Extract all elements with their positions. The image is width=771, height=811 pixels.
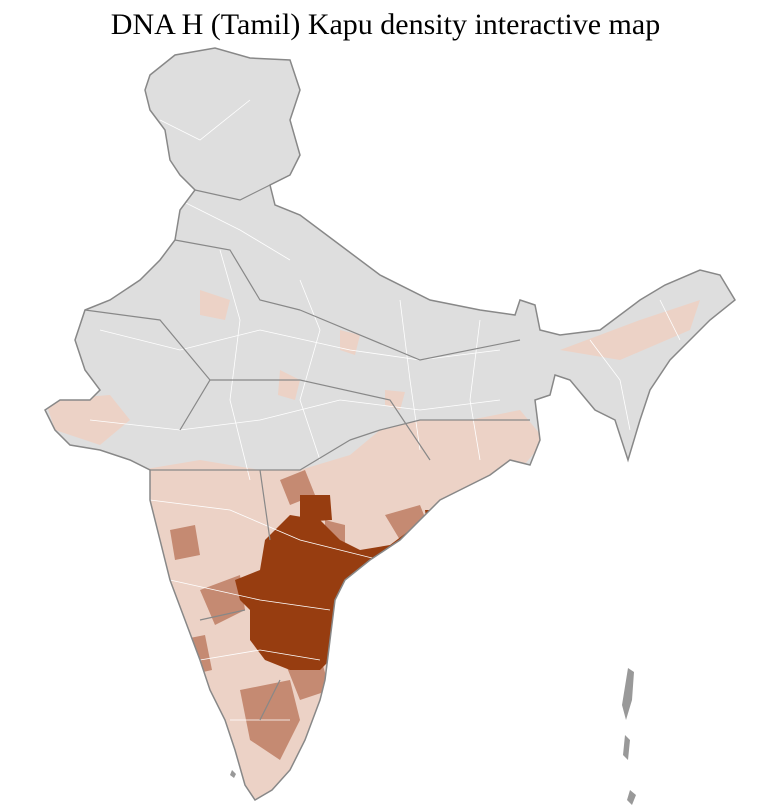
india-map <box>44 47 736 805</box>
light-region <box>200 290 405 410</box>
map-title: DNA H (Tamil) Kapu density interactive m… <box>110 8 661 41</box>
light-region <box>560 300 700 360</box>
light-region <box>130 410 545 800</box>
country-outline <box>44 47 736 802</box>
dark-region <box>235 495 445 670</box>
light-region <box>45 395 130 445</box>
state-borders <box>84 174 530 721</box>
